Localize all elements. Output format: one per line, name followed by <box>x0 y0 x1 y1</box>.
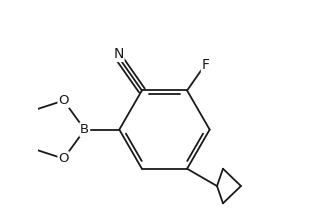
Text: F: F <box>202 58 210 72</box>
Text: N: N <box>113 47 124 61</box>
Text: O: O <box>58 152 69 165</box>
Text: B: B <box>80 123 89 136</box>
Text: O: O <box>58 94 69 107</box>
